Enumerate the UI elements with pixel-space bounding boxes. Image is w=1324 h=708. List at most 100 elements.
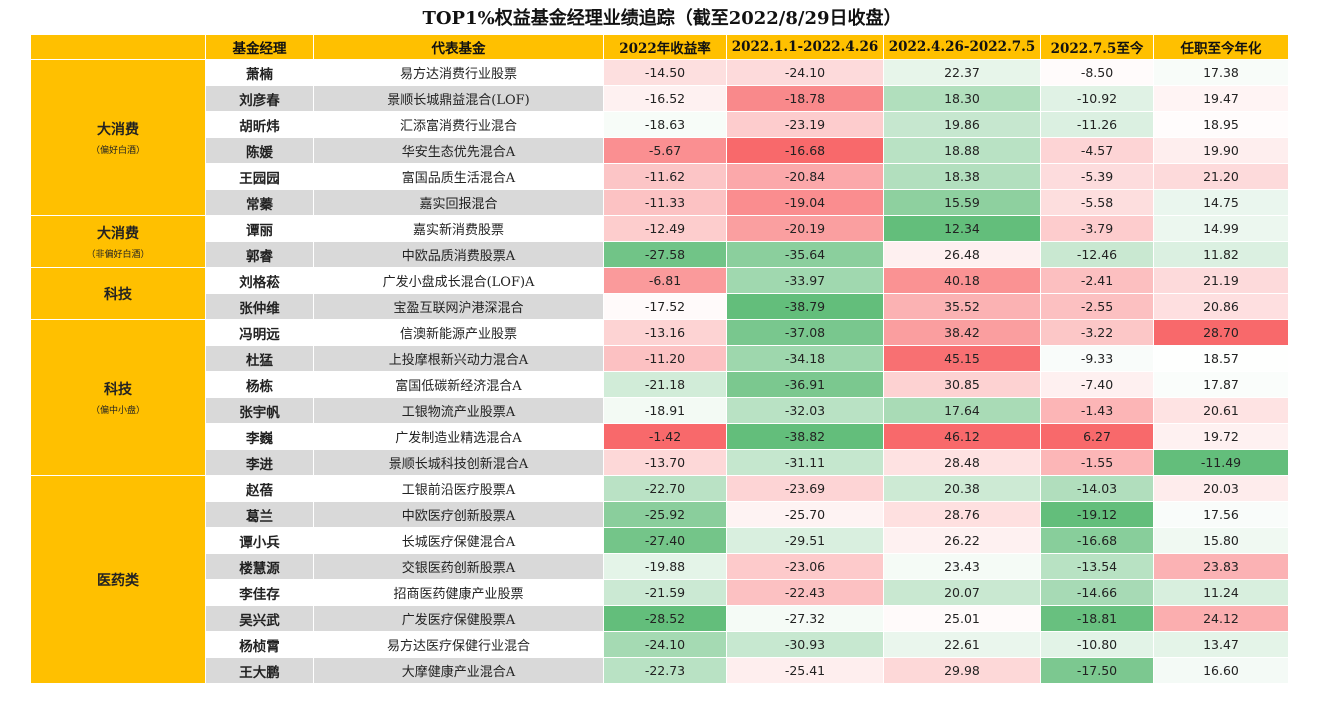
annualized-cell: 24.12 bbox=[1153, 605, 1289, 632]
annualized-cell: 14.75 bbox=[1153, 189, 1289, 216]
category-cell: 医药类 bbox=[30, 475, 206, 684]
period-1-cell: -25.70 bbox=[726, 501, 884, 528]
return-2022-cell: -11.20 bbox=[603, 345, 727, 372]
fund-name: 嘉实新消费股票 bbox=[313, 215, 604, 242]
manager-name: 胡昕炜 bbox=[205, 111, 314, 138]
table-row: 刘彦春 景顺长城鼎益混合(LOF) -16.52 -18.78 18.30 -10.92 1… bbox=[31, 85, 1289, 112]
period-2-cell: 29.98 bbox=[883, 657, 1041, 684]
annualized-cell: 14.99 bbox=[1153, 215, 1289, 242]
table-row: 杜猛 上投摩根新兴动力混合A -11.20 -34.18 45.15 -9.33 18.57 bbox=[31, 345, 1289, 372]
return-2022-cell: -21.59 bbox=[603, 579, 727, 606]
fund-name: 上投摩根新兴动力混合A bbox=[313, 345, 604, 372]
period-1-cell: -36.91 bbox=[726, 371, 884, 398]
period-2-cell: 17.64 bbox=[883, 397, 1041, 424]
fund-name: 广发制造业精选混合A bbox=[313, 423, 604, 450]
period-1-cell: -25.41 bbox=[726, 657, 884, 684]
annualized-cell: 18.57 bbox=[1153, 345, 1289, 372]
manager-name: 李进 bbox=[205, 449, 314, 476]
annualized-cell: 23.83 bbox=[1153, 553, 1289, 580]
return-2022-cell: -11.33 bbox=[603, 189, 727, 216]
header-fund: 代表基金 bbox=[313, 34, 604, 60]
manager-name: 常蓁 bbox=[205, 189, 314, 216]
period-2-cell: 22.37 bbox=[883, 59, 1041, 86]
period-2-cell: 45.15 bbox=[883, 345, 1041, 372]
period-2-cell: 25.01 bbox=[883, 605, 1041, 632]
return-2022-cell: -13.16 bbox=[603, 319, 727, 346]
period-1-cell: -16.68 bbox=[726, 137, 884, 164]
manager-name: 张仲维 bbox=[205, 293, 314, 320]
fund-name: 招商医药健康产业股票 bbox=[313, 579, 604, 606]
fund-name: 中欧医疗创新股票A bbox=[313, 501, 604, 528]
fund-name: 富国低碳新经济混合A bbox=[313, 371, 604, 398]
return-2022-cell: -16.52 bbox=[603, 85, 727, 112]
manager-name: 张宇帆 bbox=[205, 397, 314, 424]
table-row: 科技 （偏中小盘） 冯明远 信澳新能源产业股票 -13.16 -37.08 38.42 -3.… bbox=[30, 319, 1289, 476]
period-2-cell: 40.18 bbox=[883, 267, 1041, 294]
manager-name: 吴兴武 bbox=[205, 605, 314, 632]
table-row: 陈媛 华安生态优先混合A -5.67 -16.68 18.88 -4.57 19.90 bbox=[31, 137, 1289, 164]
manager-name: 谭小兵 bbox=[205, 527, 314, 554]
table-row: 胡昕炜 汇添富消费行业混合 -18.63 -23.19 19.86 -11.26 18.95 bbox=[31, 111, 1289, 138]
annualized-cell: 17.38 bbox=[1153, 59, 1289, 86]
period-3-cell: -10.80 bbox=[1040, 631, 1154, 658]
annualized-cell: 16.60 bbox=[1153, 657, 1289, 684]
manager-name: 王园园 bbox=[205, 163, 314, 190]
fund-name: 大摩健康产业混合A bbox=[313, 657, 604, 684]
table-row: 杨桢霄 易方达医疗保健行业混合 -24.10 -30.93 22.61 -10.80 13.… bbox=[31, 631, 1289, 658]
period-3-cell: -2.55 bbox=[1040, 293, 1154, 320]
fund-name: 工银物流产业股票A bbox=[313, 397, 604, 424]
period-1-cell: -38.82 bbox=[726, 423, 884, 450]
period-2-cell: 22.61 bbox=[883, 631, 1041, 658]
annualized-cell: 11.24 bbox=[1153, 579, 1289, 606]
period-2-cell: 26.48 bbox=[883, 241, 1041, 268]
table-row: 张宇帆 工银物流产业股票A -18.91 -32.03 17.64 -1.43 20.61 bbox=[31, 397, 1289, 424]
header-manager: 基金经理 bbox=[205, 34, 314, 60]
table-row: 王园园 富国品质生活混合A -11.62 -20.84 18.38 -5.39 21.20 bbox=[31, 163, 1289, 190]
return-2022-cell: -24.10 bbox=[603, 631, 727, 658]
period-2-cell: 26.22 bbox=[883, 527, 1041, 554]
annualized-cell: 17.87 bbox=[1153, 371, 1289, 398]
period-2-cell: 30.85 bbox=[883, 371, 1041, 398]
fund-name: 信澳新能源产业股票 bbox=[313, 319, 604, 346]
manager-name: 萧楠 bbox=[205, 59, 314, 86]
table-row: 常蓁 嘉实回报混合 -11.33 -19.04 15.59 -5.58 14.75 bbox=[31, 189, 1289, 216]
category-sublabel: （非偏好白酒） bbox=[86, 250, 150, 260]
fund-name: 广发小盘成长混合(LOF)A bbox=[313, 267, 604, 294]
manager-name: 杜猛 bbox=[205, 345, 314, 372]
manager-name: 刘彦春 bbox=[205, 85, 314, 112]
period-2-cell: 20.07 bbox=[883, 579, 1041, 606]
return-2022-cell: -25.92 bbox=[603, 501, 727, 528]
annualized-cell: 19.47 bbox=[1153, 85, 1289, 112]
fund-name: 工银前沿医疗股票A bbox=[313, 475, 604, 502]
period-2-cell: 46.12 bbox=[883, 423, 1041, 450]
category-cell: 大消费 （偏好白酒） bbox=[30, 59, 206, 216]
header-row: 基金经理 代表基金 2022年收益率 2022.1.1-2022.4.26 20… bbox=[30, 34, 1289, 60]
table-row: 杨栋 富国低碳新经济混合A -21.18 -36.91 30.85 -7.40 17.87 bbox=[31, 371, 1289, 398]
period-3-cell: -10.92 bbox=[1040, 85, 1154, 112]
period-1-cell: -23.06 bbox=[726, 553, 884, 580]
annualized-cell: 11.82 bbox=[1153, 241, 1289, 268]
period-2-cell: 28.48 bbox=[883, 449, 1041, 476]
fund-name: 宝盈互联网沪港深混合 bbox=[313, 293, 604, 320]
annualized-cell: -11.49 bbox=[1153, 449, 1289, 476]
period-2-cell: 18.30 bbox=[883, 85, 1041, 112]
category-label: 大消费 bbox=[97, 122, 139, 138]
annualized-cell: 19.90 bbox=[1153, 137, 1289, 164]
fund-name: 中欧品质消费股票A bbox=[313, 241, 604, 268]
performance-table: 基金经理 代表基金 2022年收益率 2022.1.1-2022.4.26 20… bbox=[30, 34, 1289, 684]
table-row: 王大鹏 大摩健康产业混合A -22.73 -25.41 29.98 -17.50 16.60 bbox=[31, 657, 1289, 684]
period-3-cell: -16.68 bbox=[1040, 527, 1154, 554]
fund-name: 易方达消费行业股票 bbox=[313, 59, 604, 86]
period-3-cell: -2.41 bbox=[1040, 267, 1154, 294]
period-2-cell: 18.88 bbox=[883, 137, 1041, 164]
manager-name: 陈媛 bbox=[205, 137, 314, 164]
period-1-cell: -23.19 bbox=[726, 111, 884, 138]
period-1-cell: -24.10 bbox=[726, 59, 884, 86]
period-3-cell: -19.12 bbox=[1040, 501, 1154, 528]
period-1-cell: -34.18 bbox=[726, 345, 884, 372]
period-3-cell: -14.03 bbox=[1040, 475, 1154, 502]
manager-name: 楼慧源 bbox=[205, 553, 314, 580]
period-3-cell: -1.43 bbox=[1040, 397, 1154, 424]
fund-name: 富国品质生活混合A bbox=[313, 163, 604, 190]
manager-name: 杨栋 bbox=[205, 371, 314, 398]
